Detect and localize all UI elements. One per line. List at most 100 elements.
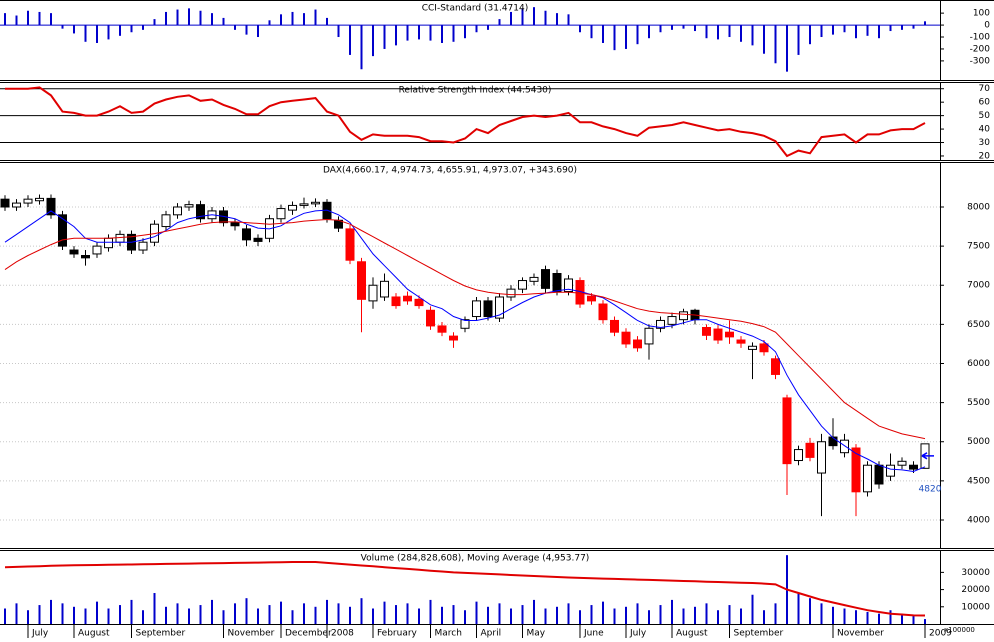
bar bbox=[337, 603, 340, 624]
bar bbox=[889, 25, 892, 32]
bar bbox=[73, 606, 75, 624]
bar bbox=[855, 25, 857, 39]
bar bbox=[763, 610, 765, 624]
bar bbox=[303, 603, 305, 624]
bar bbox=[257, 25, 259, 38]
bar bbox=[360, 598, 363, 624]
candle-body bbox=[598, 303, 608, 321]
y-tick-label: -200 bbox=[970, 44, 991, 54]
bar bbox=[38, 605, 41, 624]
candle-body bbox=[345, 228, 355, 261]
y-tick-label: 30000 bbox=[961, 568, 990, 578]
price-marker-label: 4820 bbox=[919, 484, 942, 494]
bar bbox=[38, 11, 41, 26]
bar bbox=[912, 25, 915, 29]
bar bbox=[27, 610, 29, 624]
candle-body bbox=[230, 222, 240, 227]
bar bbox=[406, 603, 409, 624]
y-tick-label: 5000 bbox=[967, 437, 990, 447]
x-tick-label: November bbox=[228, 629, 275, 639]
bar bbox=[694, 25, 696, 32]
candle-body bbox=[840, 439, 849, 454]
bar bbox=[245, 598, 248, 624]
bar bbox=[694, 606, 696, 624]
bar bbox=[774, 25, 777, 64]
bar bbox=[303, 13, 305, 26]
line-series bbox=[4, 218, 926, 440]
bar bbox=[61, 603, 64, 624]
candle-body bbox=[449, 335, 458, 341]
bar bbox=[234, 603, 236, 624]
candle-body bbox=[299, 203, 309, 206]
bar bbox=[61, 25, 64, 29]
x-tick-label: July bbox=[31, 629, 49, 639]
bar bbox=[533, 7, 535, 26]
bar bbox=[740, 25, 742, 42]
bar bbox=[188, 608, 190, 624]
candle-body bbox=[610, 319, 619, 333]
bar bbox=[648, 610, 650, 624]
bar bbox=[912, 615, 915, 624]
bar bbox=[786, 25, 788, 72]
bar bbox=[107, 608, 110, 624]
bar bbox=[176, 9, 179, 26]
bar bbox=[544, 608, 547, 624]
bar bbox=[360, 25, 363, 70]
bar bbox=[452, 25, 455, 42]
y-tick-label: 4500 bbox=[967, 476, 990, 486]
pane-title: Volume (284,828,608), Moving Average (4,… bbox=[361, 554, 590, 564]
candle-body bbox=[713, 328, 723, 341]
bar bbox=[96, 25, 98, 43]
bar bbox=[820, 25, 823, 38]
bar bbox=[15, 15, 18, 26]
y-tick-label: 100 bbox=[973, 9, 990, 19]
pane-title: Relative Strength Index (44.5430) bbox=[399, 86, 552, 96]
candle-body bbox=[460, 319, 470, 329]
y-tick-label: 6000 bbox=[967, 359, 990, 369]
bar bbox=[590, 605, 593, 624]
bar bbox=[924, 21, 926, 26]
bar bbox=[809, 598, 811, 624]
y-tick-label: 6500 bbox=[967, 320, 990, 330]
bar bbox=[429, 25, 432, 41]
bar bbox=[383, 25, 386, 49]
bar bbox=[280, 14, 282, 26]
bar bbox=[383, 601, 386, 624]
candle-body bbox=[161, 214, 171, 228]
candle-body bbox=[311, 201, 320, 205]
bar bbox=[544, 10, 547, 26]
candle-body bbox=[909, 464, 918, 470]
x-tick-label: August bbox=[676, 629, 708, 639]
bar bbox=[222, 17, 225, 26]
y-tick-label: 5500 bbox=[967, 398, 990, 408]
bar bbox=[211, 599, 213, 624]
bar bbox=[510, 11, 512, 26]
x-tick-label: February bbox=[377, 629, 418, 639]
y-tick-label: 70 bbox=[979, 84, 991, 94]
bar bbox=[705, 603, 708, 624]
candle-body bbox=[403, 295, 412, 302]
bar bbox=[452, 605, 455, 624]
candle-body bbox=[483, 300, 493, 318]
candle-body bbox=[380, 280, 389, 298]
y-tick-label: 7500 bbox=[967, 242, 990, 252]
bar bbox=[671, 25, 673, 30]
bar bbox=[567, 603, 570, 624]
bar bbox=[878, 613, 880, 624]
x-tick-label: May bbox=[527, 629, 546, 639]
candle-body bbox=[886, 464, 895, 477]
y-tick-label: -300 bbox=[970, 56, 991, 66]
bar bbox=[464, 610, 466, 624]
candle-body bbox=[495, 296, 504, 319]
bar bbox=[4, 608, 6, 624]
candle-body bbox=[104, 237, 113, 249]
candle-body bbox=[552, 273, 562, 293]
candle-body bbox=[621, 331, 631, 345]
candle-body bbox=[12, 202, 21, 208]
candle-body bbox=[828, 436, 838, 447]
bar bbox=[119, 605, 121, 624]
bar bbox=[441, 606, 443, 624]
bar bbox=[556, 606, 558, 624]
